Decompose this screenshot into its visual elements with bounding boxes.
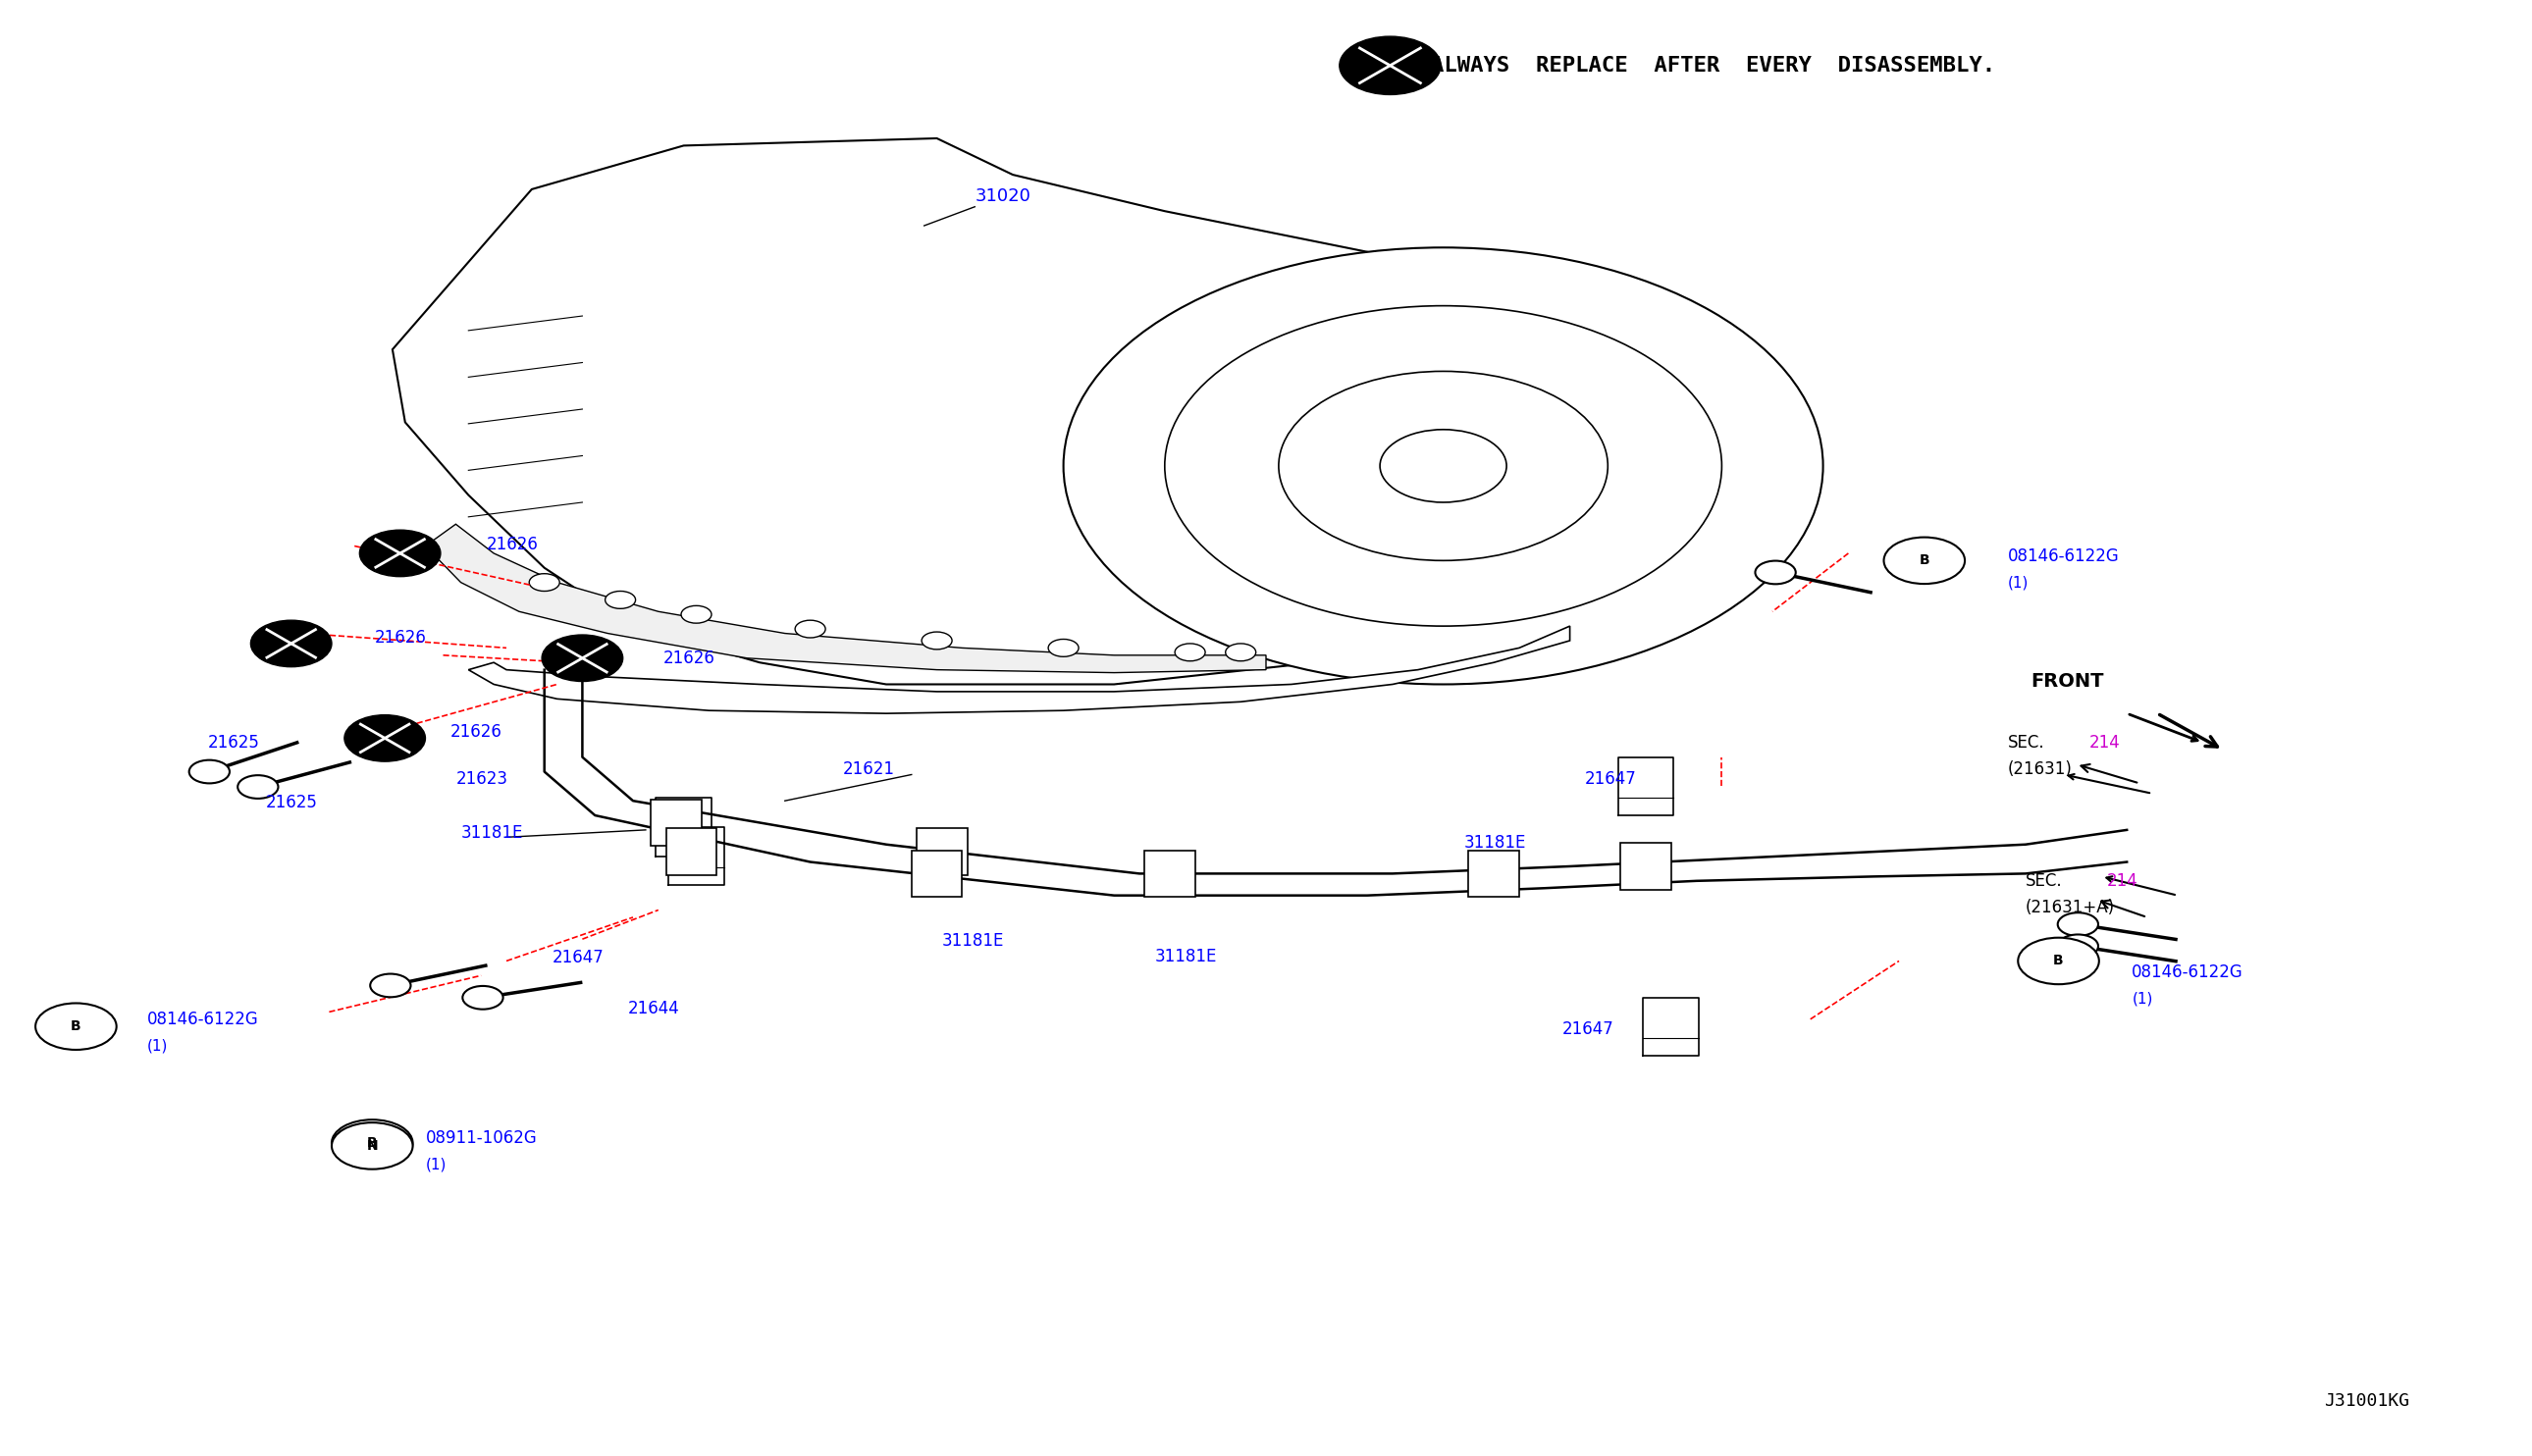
FancyBboxPatch shape <box>1469 850 1519 897</box>
Text: (21631+A): (21631+A) <box>2026 898 2114 916</box>
Text: 31181E: 31181E <box>1463 834 1527 852</box>
Text: SEC.: SEC. <box>2026 872 2064 890</box>
Circle shape <box>190 760 230 783</box>
Text: 214: 214 <box>2089 734 2119 751</box>
Text: 21625: 21625 <box>266 794 316 811</box>
Text: (1): (1) <box>147 1038 167 1053</box>
Text: 21626: 21626 <box>375 629 425 646</box>
Text: 21625: 21625 <box>208 734 258 751</box>
PathPatch shape <box>468 626 1570 713</box>
Circle shape <box>1165 306 1722 626</box>
Text: 21647: 21647 <box>552 949 603 967</box>
Circle shape <box>1884 537 1965 584</box>
Text: B: B <box>367 1136 377 1150</box>
Circle shape <box>1279 371 1608 561</box>
Circle shape <box>1175 644 1205 661</box>
Circle shape <box>463 986 504 1009</box>
PathPatch shape <box>392 138 1696 684</box>
Text: 214: 214 <box>2107 872 2137 890</box>
Text: B: B <box>2053 954 2064 968</box>
Circle shape <box>1339 36 1441 95</box>
Circle shape <box>605 591 636 609</box>
Text: ALWAYS  REPLACE  AFTER  EVERY  DISASSEMBLY.: ALWAYS REPLACE AFTER EVERY DISASSEMBLY. <box>1431 55 1995 76</box>
Circle shape <box>1063 248 1823 684</box>
Text: 08146-6122G: 08146-6122G <box>2132 964 2243 981</box>
Text: 31181E: 31181E <box>942 932 1005 949</box>
Circle shape <box>238 775 279 798</box>
Text: (1): (1) <box>2008 575 2028 590</box>
Circle shape <box>370 974 410 997</box>
Text: FRONT: FRONT <box>2031 673 2104 690</box>
FancyBboxPatch shape <box>917 828 967 875</box>
Text: B: B <box>71 1019 81 1034</box>
Text: 08911-1062G: 08911-1062G <box>425 1130 537 1147</box>
Circle shape <box>35 1003 116 1050</box>
Circle shape <box>332 1123 413 1169</box>
Text: J31001KG: J31001KG <box>2324 1392 2410 1409</box>
Circle shape <box>360 530 441 577</box>
Circle shape <box>1048 639 1079 657</box>
Circle shape <box>922 632 952 649</box>
Text: 21647: 21647 <box>1585 770 1636 788</box>
Text: 08146-6122G: 08146-6122G <box>2008 547 2119 565</box>
Text: (1): (1) <box>425 1158 446 1172</box>
Text: 21621: 21621 <box>843 760 896 778</box>
FancyBboxPatch shape <box>666 828 717 875</box>
Circle shape <box>2018 938 2099 984</box>
Circle shape <box>2059 935 2099 958</box>
Text: N: N <box>367 1139 377 1153</box>
Text: 21623: 21623 <box>456 770 509 788</box>
Text: 21644: 21644 <box>628 1000 679 1018</box>
Circle shape <box>681 606 711 623</box>
Circle shape <box>529 574 560 591</box>
FancyBboxPatch shape <box>651 799 701 846</box>
Circle shape <box>344 715 425 761</box>
Text: 31020: 31020 <box>975 188 1031 205</box>
FancyBboxPatch shape <box>912 850 962 897</box>
PathPatch shape <box>425 524 1266 673</box>
Circle shape <box>251 620 332 667</box>
Text: (21631): (21631) <box>2008 760 2074 778</box>
Text: (1): (1) <box>2132 992 2152 1006</box>
Circle shape <box>332 1120 413 1166</box>
Text: 21626: 21626 <box>663 649 714 667</box>
Text: 21647: 21647 <box>1562 1021 1613 1038</box>
Circle shape <box>795 620 825 638</box>
Text: 31181E: 31181E <box>461 824 524 842</box>
Text: 21626: 21626 <box>451 724 501 741</box>
Circle shape <box>1380 430 1507 502</box>
Circle shape <box>1755 561 1795 584</box>
Text: B: B <box>1919 553 1929 568</box>
Text: 21626: 21626 <box>486 536 537 553</box>
Circle shape <box>2059 913 2099 936</box>
FancyBboxPatch shape <box>1144 850 1195 897</box>
Circle shape <box>542 635 623 681</box>
Circle shape <box>1225 644 1256 661</box>
Text: SEC.: SEC. <box>2008 734 2046 751</box>
FancyBboxPatch shape <box>1620 843 1671 890</box>
Text: 31181E: 31181E <box>1155 948 1218 965</box>
Text: 08146-6122G: 08146-6122G <box>147 1010 258 1028</box>
